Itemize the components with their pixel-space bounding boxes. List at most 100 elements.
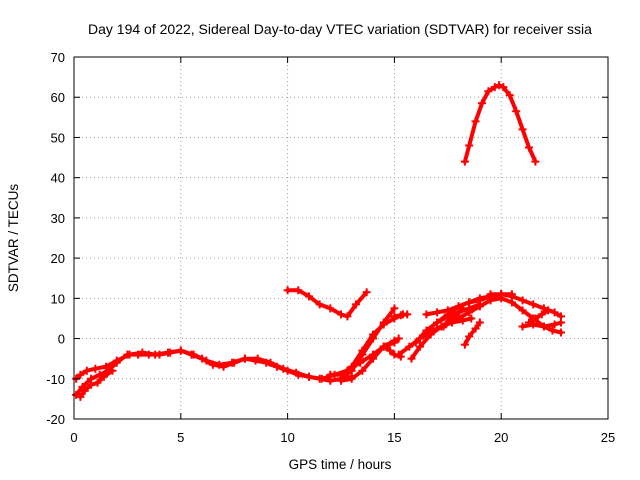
data-point [283,286,292,295]
data-point [452,310,461,319]
data-point [439,322,448,331]
x-tick-label: 20 [494,430,508,445]
series-track-18 [518,318,566,331]
data-point [87,380,96,389]
data-point [512,107,521,116]
data-point [490,83,499,92]
data-point [326,304,335,313]
series-track-11 [407,314,476,363]
data-point [82,366,91,375]
data-point [524,143,533,152]
data-point [72,390,81,399]
series-line [339,306,397,381]
data-point [337,310,345,319]
data-point [76,392,85,401]
data-point [151,350,160,359]
data-point [189,350,198,359]
data-point [337,376,345,385]
data-point [99,372,108,381]
series-track-4 [283,286,371,321]
series-track-16 [460,318,484,349]
data-point [292,368,301,377]
data-point [358,366,367,375]
data-point [454,302,463,311]
data-point [304,292,313,301]
y-tick-label: 70 [51,50,65,65]
data-point [422,310,431,319]
data-point [465,141,474,150]
data-point [91,364,100,373]
data-point [108,366,117,375]
data-point [390,304,399,313]
data-point [390,338,399,347]
series-track-3 [76,366,117,401]
plot-frame [73,56,609,420]
data-point [518,125,527,134]
data-point [507,292,516,301]
data-point [369,330,378,339]
data-point [495,81,504,90]
data-point [78,382,87,391]
data-point [326,370,335,379]
data-point [403,310,412,319]
data-point [471,324,480,333]
data-point [228,358,237,367]
x-tick-label: 15 [387,430,401,445]
data-point [460,340,469,349]
data-point [518,322,527,331]
data-point [347,362,356,371]
y-tick-label: -10 [46,372,65,387]
data-point [518,306,527,315]
x-tick-label: 10 [280,430,294,445]
data-point [422,326,431,335]
data-point [460,157,469,166]
data-point [477,99,486,108]
data-point [176,346,185,355]
series-track-9 [390,310,412,321]
data-point [484,87,493,96]
data-point [443,310,452,319]
data-point [499,83,508,92]
y-tick-label: 0 [58,332,65,347]
y-tick-label: -20 [46,412,65,427]
series-track-1 [72,346,356,399]
series-line [527,308,551,325]
series-track-20 [460,81,540,166]
data-point [102,362,111,371]
data-point [458,316,467,325]
y-tick-label: 30 [51,211,65,226]
data-point [475,294,484,303]
data-point [379,320,388,329]
data-point [394,334,403,343]
data-point [125,350,134,359]
data-point [524,318,533,327]
series-track-19 [524,306,553,327]
data-point [386,346,395,355]
data-point [550,320,559,329]
data-point [497,290,506,299]
data-point [347,374,356,383]
data-point [343,312,352,321]
x-tick-label: 0 [70,430,77,445]
data-point [465,298,474,307]
data-series-group [72,81,566,401]
data-point [486,290,495,299]
data-point [433,318,442,327]
y-tick-label: 50 [51,130,65,145]
data-point [112,356,121,365]
y-tick-label: 10 [51,291,65,306]
data-point [537,310,546,319]
data-point [215,360,224,369]
data-point [279,364,288,373]
data-point [381,342,390,351]
data-point [369,354,378,363]
grid-lines [74,57,608,419]
data-point [80,386,89,395]
data-point [475,318,484,327]
y-tick-label: 40 [51,171,65,186]
series-line [285,288,369,319]
series-track-17 [486,290,566,321]
data-point [416,342,425,351]
data-point [294,286,303,295]
